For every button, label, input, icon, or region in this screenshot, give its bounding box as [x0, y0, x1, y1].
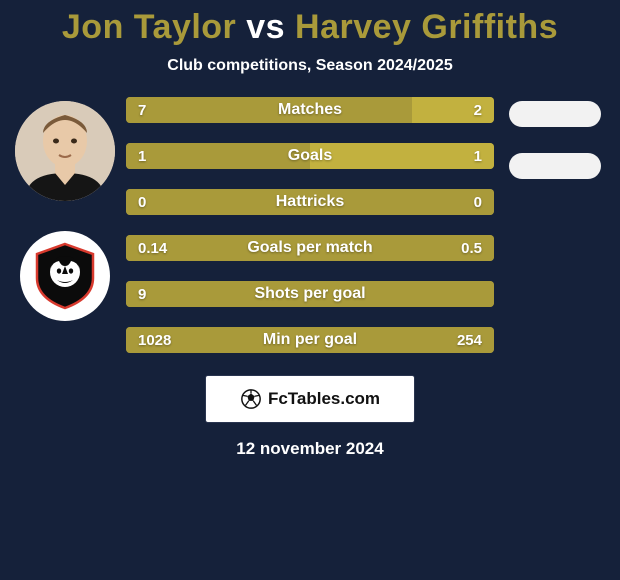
stat-row: 7 2 Matches: [126, 97, 494, 123]
stat-value-left: 1: [138, 148, 146, 165]
subtitle: Club competitions, Season 2024/2025: [0, 57, 620, 75]
stat-value-right: 0.5: [461, 240, 482, 257]
stat-value-right: 2: [474, 102, 482, 119]
stat-value-left: 7: [138, 102, 146, 119]
stat-value-left: 0.14: [138, 240, 167, 257]
stat-label: Matches: [278, 101, 342, 119]
right-player-column: [500, 93, 610, 205]
title-left: Jon Taylor: [62, 8, 236, 46]
title-right: Harvey Griffiths: [295, 8, 558, 46]
footer-date: 12 november 2024: [0, 439, 620, 459]
club-badge-right-placeholder: [509, 153, 601, 179]
brand-text: FcTables.com: [268, 389, 380, 409]
stat-label: Shots per goal: [254, 285, 365, 303]
left-player-column: [10, 93, 120, 321]
stat-row: 1 1 Goals: [126, 143, 494, 169]
stat-row: 9 Shots per goal: [126, 281, 494, 307]
soccer-ball-icon: [240, 388, 262, 410]
stat-value-right: 254: [457, 332, 482, 349]
club-badge-left: [20, 231, 110, 321]
stat-value-left: 1028: [138, 332, 171, 349]
player-photo-right-placeholder: [509, 101, 601, 127]
stat-row: 1028 254 Min per goal: [126, 327, 494, 353]
stat-value-right: 0: [474, 194, 482, 211]
player-photo-left: [15, 101, 115, 201]
stat-value-left: 9: [138, 286, 146, 303]
stat-label: Min per goal: [263, 331, 357, 349]
stat-label: Goals per match: [247, 239, 372, 257]
bar-segment-right: [310, 143, 494, 169]
content-area: 7 2 Matches 1 1 Goals 0 0 Hattricks 0.14 0.5 Goals …: [0, 93, 620, 353]
player-photo-svg: [15, 101, 115, 201]
bar-segment-left: [126, 97, 412, 123]
stat-label: Hattricks: [276, 193, 344, 211]
stat-row: 0 0 Hattricks: [126, 189, 494, 215]
stat-bars: 7 2 Matches 1 1 Goals 0 0 Hattricks 0.14 0.5 Goals …: [120, 93, 500, 353]
stat-label: Goals: [288, 147, 332, 165]
club-badge-svg: [29, 240, 101, 312]
stat-value-left: 0: [138, 194, 146, 211]
stat-value-right: 1: [474, 148, 482, 165]
stat-row: 0.14 0.5 Goals per match: [126, 235, 494, 261]
page-title: Jon Taylor vs Harvey Griffiths: [0, 0, 620, 47]
bar-segment-left: [126, 143, 310, 169]
brand-badge[interactable]: FcTables.com: [205, 375, 415, 423]
title-vs: vs: [246, 8, 295, 46]
